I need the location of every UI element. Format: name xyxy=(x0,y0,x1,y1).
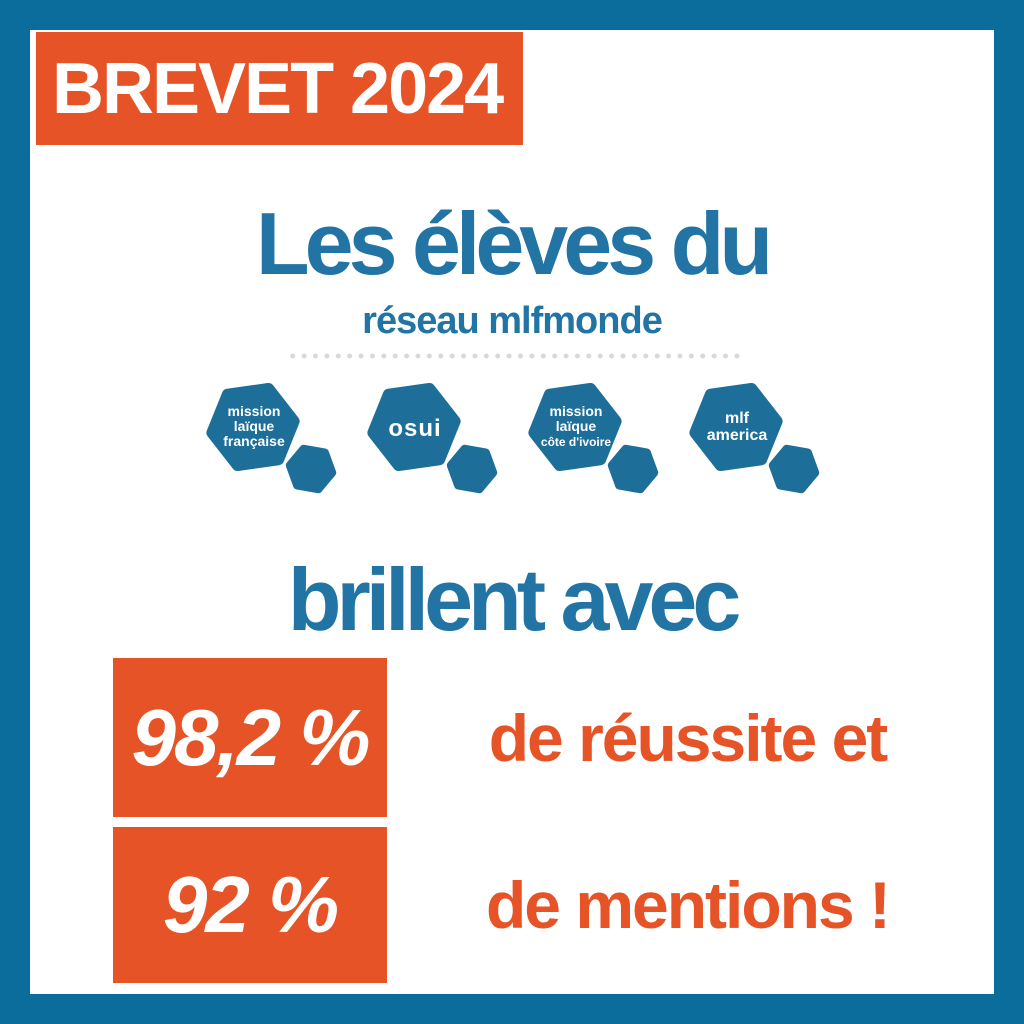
hexagon-icon xyxy=(689,383,783,472)
logo-text-line: osui xyxy=(388,415,441,442)
dotted-separator xyxy=(287,352,743,360)
mission-laique-francaise-hexagon-logo: mission laïque française xyxy=(206,383,337,494)
title-banner: BREVET 2024 xyxy=(36,32,523,145)
hexagon-icon xyxy=(528,383,622,472)
logo-text-line: côte d'ivoire xyxy=(541,435,612,449)
logo-text-line: mission xyxy=(550,403,603,419)
mentions-rate-value: 92 % xyxy=(162,860,339,949)
osui-hexagon-logo: osui xyxy=(367,383,498,494)
headline-line1: Les élèves du xyxy=(255,194,773,293)
small-hexagon-icon xyxy=(285,444,337,494)
mlf-america-hexagon-logo: mlf america xyxy=(689,383,820,494)
logo-text-line: mission xyxy=(228,403,281,419)
hexagon-icon xyxy=(367,383,461,472)
banner-label: BREVET 2024 xyxy=(52,48,504,129)
success-rate-box: 98,2 % xyxy=(113,658,387,817)
small-hexagon-icon xyxy=(768,444,820,494)
logo-row: mission laïque française osui mission la… xyxy=(30,383,994,501)
small-hexagon-icon xyxy=(446,444,498,494)
small-hexagon-icon xyxy=(607,444,659,494)
logo-text-line: laïque xyxy=(234,418,275,434)
logo-text-line: mlf xyxy=(725,410,750,427)
hexagon-icon xyxy=(206,383,300,472)
stat-row-mentions: 92 % de mentions ! xyxy=(113,827,988,983)
headline-line2: brillent avec xyxy=(287,550,742,649)
logo-text-line: laïque xyxy=(556,418,597,434)
mission-laique-cote-divoire-hexagon-logo: mission laïque côte d'ivoire xyxy=(528,383,659,494)
network-name: réseau mlfmonde xyxy=(362,300,663,342)
success-rate-label: de réussite et xyxy=(488,700,889,775)
mentions-rate-box: 92 % xyxy=(113,827,387,983)
logo-text-line: america xyxy=(707,427,768,444)
mentions-rate-label: de mentions ! xyxy=(485,868,891,942)
success-rate-value: 98,2 % xyxy=(131,692,370,782)
logo-text-line: française xyxy=(223,433,285,449)
stat-row-success: 98,2 % de réussite et xyxy=(113,658,988,817)
